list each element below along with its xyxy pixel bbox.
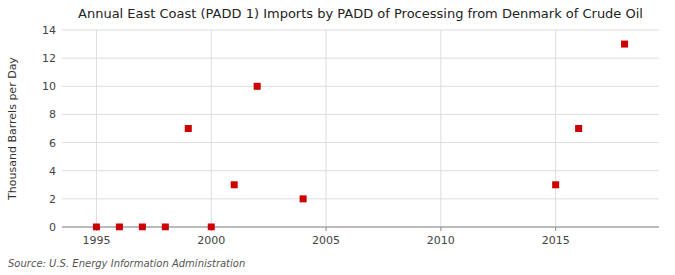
- y-grid-line: [62, 198, 659, 199]
- point: [93, 224, 100, 231]
- point: [208, 224, 215, 231]
- point: [231, 181, 238, 188]
- y-grid-line: [62, 227, 659, 228]
- x-tick-label: 2005: [312, 234, 340, 247]
- y-grid-line: [62, 86, 659, 87]
- point: [552, 181, 559, 188]
- x-tick-label: 2015: [542, 234, 570, 247]
- x-tick-label: 2010: [427, 234, 455, 247]
- title: Annual East Coast (PADD 1) Imports by PA…: [78, 6, 643, 21]
- points: [93, 41, 628, 231]
- x-grid-line: [440, 30, 441, 227]
- point: [162, 224, 169, 231]
- x-tick: [440, 227, 441, 231]
- source-note: Source: U.S. Energy Information Administ…: [8, 258, 245, 269]
- point: [254, 83, 261, 90]
- y-grid-line: [62, 30, 659, 31]
- point: [139, 224, 146, 231]
- x-grid-line: [555, 30, 556, 227]
- grid: [62, 30, 659, 227]
- y-grid-line: [62, 142, 659, 143]
- point: [300, 195, 307, 202]
- x-axis-line: [62, 227, 659, 228]
- y-grid-line: [62, 114, 659, 115]
- point: [185, 125, 192, 132]
- y-tick-label: 0: [49, 221, 56, 234]
- x-tick-label: 2000: [197, 234, 225, 247]
- x-tick: [326, 227, 327, 231]
- y-grid-line: [62, 170, 659, 171]
- x-grid-line: [96, 30, 97, 227]
- y-tick-label: 2: [49, 193, 56, 206]
- x-tick: [555, 227, 556, 231]
- y-tick-label: 14: [42, 24, 56, 37]
- chart: Annual East Coast (PADD 1) Imports by PA…: [0, 0, 675, 275]
- point: [116, 224, 123, 231]
- y-tick-label: 4: [49, 165, 56, 178]
- y-axis-label: Thousand Barrels per Day: [6, 57, 19, 201]
- y-tick-label: 6: [49, 137, 56, 150]
- x-grid-line: [211, 30, 212, 227]
- y-tick-label: 10: [42, 80, 56, 93]
- point: [621, 41, 628, 48]
- y-grid-line: [62, 58, 659, 59]
- y-tick-label: 12: [42, 52, 56, 65]
- y-tick-label: 8: [49, 108, 56, 121]
- x-grid-line: [326, 30, 327, 227]
- x-tick-label: 1995: [82, 234, 110, 247]
- point: [575, 125, 582, 132]
